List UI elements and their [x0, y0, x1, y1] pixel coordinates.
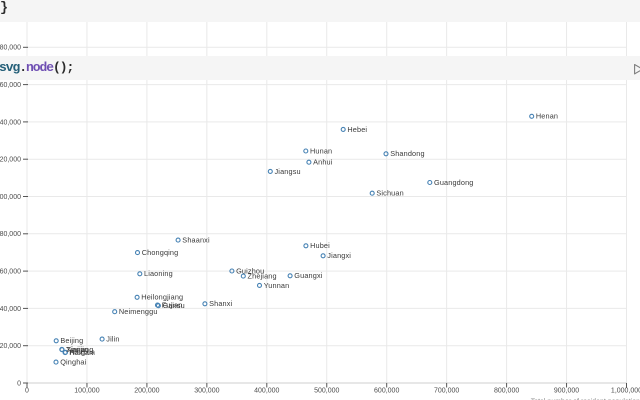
svg-text:Jilin: Jilin [106, 335, 119, 344]
svg-text:Ningxia: Ningxia [70, 348, 96, 357]
svg-text:Anhui: Anhui [313, 158, 333, 167]
svg-text:Fujian: Fujian [162, 301, 183, 310]
svg-text:160,000: 160,000 [0, 82, 21, 89]
svg-text:Neimenggu: Neimenggu [119, 307, 158, 316]
svg-text:Hubei: Hubei [310, 241, 330, 250]
svg-text:Shaanxi: Shaanxi [182, 236, 210, 245]
svg-text:Yunnan: Yunnan [264, 281, 290, 290]
svg-text:Hunan: Hunan [310, 146, 332, 155]
svg-text:100,000: 100,000 [74, 388, 99, 395]
svg-text:Zhejiang: Zhejiang [248, 272, 277, 281]
svg-text:20,000: 20,000 [0, 343, 21, 350]
svg-text:200,000: 200,000 [134, 388, 159, 395]
svg-text:Hainan: Hainan [69, 348, 93, 357]
svg-text:0: 0 [17, 380, 21, 387]
svg-text:120,000: 120,000 [0, 157, 21, 164]
svg-text:Xinjiang: Xinjiang [66, 345, 93, 354]
svg-text:40,000: 40,000 [0, 306, 21, 313]
svg-text:180,000: 180,000 [0, 45, 21, 52]
svg-text:Guangdong: Guangdong [434, 178, 474, 187]
svg-text:300,000: 300,000 [194, 388, 219, 395]
svg-text:Liaoning: Liaoning [144, 269, 173, 278]
svg-text:500,000: 500,000 [314, 388, 339, 395]
svg-text:Guangxi: Guangxi [294, 271, 322, 280]
svg-text:600,000: 600,000 [374, 388, 399, 395]
svg-text:900,000: 900,000 [554, 388, 579, 395]
svg-text:700,000: 700,000 [434, 388, 459, 395]
svg-text:Total number of resident popul: Total number of resident population → [531, 399, 640, 400]
svg-text:Sichuan: Sichuan [376, 189, 403, 198]
svg-text:Tianjin: Tianjin [66, 345, 88, 354]
svg-text:Guizhou: Guizhou [236, 266, 264, 275]
svg-text:Jiangsu: Jiangsu [275, 167, 301, 176]
svg-text:Beijing: Beijing [60, 336, 83, 345]
svg-text:Shanxi: Shanxi [209, 299, 232, 308]
svg-text:Shandong: Shandong [390, 149, 424, 158]
svg-text:80,000: 80,000 [0, 231, 21, 238]
svg-text:Jiangxi: Jiangxi [327, 251, 351, 260]
svg-text:Henan: Henan [536, 112, 558, 121]
svg-text:Qinghai: Qinghai [60, 358, 86, 367]
svg-text:1,000,000: 1,000,000 [611, 388, 640, 395]
svg-text:Heilongjiang: Heilongjiang [141, 293, 183, 302]
svg-text:0: 0 [25, 388, 29, 395]
svg-text:100,000: 100,000 [0, 194, 21, 201]
svg-text:Chongqing: Chongqing [142, 248, 179, 257]
svg-text:60,000: 60,000 [0, 269, 21, 276]
svg-text:800,000: 800,000 [494, 388, 519, 395]
svg-text:140,000: 140,000 [0, 119, 21, 126]
svg-text:Gansu: Gansu [163, 301, 185, 310]
svg-text:400,000: 400,000 [254, 388, 279, 395]
svg-text:Hebei: Hebei [347, 125, 367, 134]
